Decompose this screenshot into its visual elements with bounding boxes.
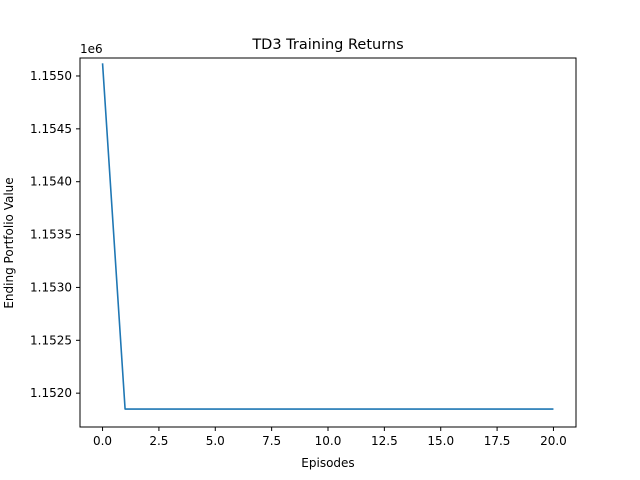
y-tick-label: 1.1525 xyxy=(30,333,72,347)
x-tick-label: 15.0 xyxy=(427,434,454,448)
x-tick-label: 7.5 xyxy=(262,434,281,448)
x-tick-label: 2.5 xyxy=(149,434,168,448)
y-tick-label: 1.1540 xyxy=(30,175,72,189)
y-tick-label: 1.1550 xyxy=(30,69,72,83)
x-tick-label: 10.0 xyxy=(315,434,342,448)
x-tick-label: 12.5 xyxy=(371,434,398,448)
y-tick-label: 1.1545 xyxy=(30,122,72,136)
chart-title: TD3 Training Returns xyxy=(251,37,403,53)
x-axis-label: Episodes xyxy=(301,456,354,470)
y-axis: 1.1520 1.1525 1.1530 1.1535 1.1540 1.1545 1.15… xyxy=(30,69,80,400)
x-tick-label: 17.5 xyxy=(484,434,511,448)
x-axis: 0.0 2.5 5.0 7.5 10.0 12.5 15.0 17.5 20.0 xyxy=(93,427,567,448)
plot-area xyxy=(101,63,554,410)
x-tick-label: 5.0 xyxy=(206,434,225,448)
y-axis-offset-label: 1e6 xyxy=(80,42,103,56)
y-tick-label: 1.1535 xyxy=(30,228,72,242)
y-axis-label: Ending Portfolio Value xyxy=(2,177,16,308)
x-tick-label: 20.0 xyxy=(540,434,567,448)
series-line xyxy=(101,63,554,410)
y-tick-label: 1.1530 xyxy=(30,280,72,294)
y-tick-label: 1.1520 xyxy=(30,386,72,400)
x-tick-label: 0.0 xyxy=(93,434,112,448)
plot-frame xyxy=(79,57,577,428)
